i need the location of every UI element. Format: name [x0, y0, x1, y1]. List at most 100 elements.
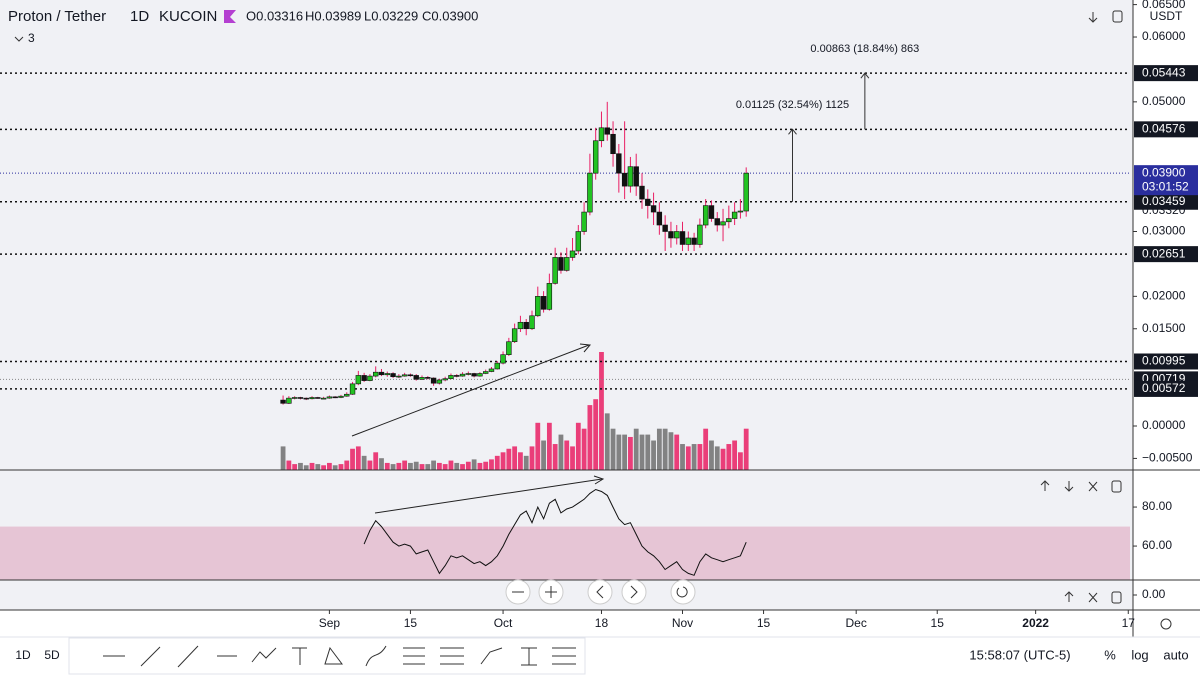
scale-option[interactable]: log	[1131, 647, 1148, 662]
candle-body	[523, 321, 529, 330]
volume-bar	[674, 434, 680, 470]
candle-body	[338, 395, 344, 398]
clock[interactable]: 15:58:07 (UTC-5)	[969, 647, 1070, 662]
volume-bar	[454, 462, 460, 470]
zoom-buttons[interactable]	[505, 579, 696, 605]
volume-bar	[332, 465, 338, 470]
level-label-bg	[1134, 121, 1198, 138]
candle-body	[702, 205, 709, 226]
volume-bar	[442, 464, 448, 470]
drawing-tools[interactable]	[103, 645, 576, 668]
collapse-icon[interactable]	[14, 36, 24, 42]
level-label: 0.02651	[1142, 246, 1186, 260]
volume-bar	[344, 460, 350, 470]
candle-body	[627, 166, 634, 187]
candle-body	[355, 375, 362, 385]
candle-body	[731, 211, 738, 219]
volume-bar	[575, 422, 581, 470]
scale-option[interactable]: auto	[1163, 647, 1188, 662]
volume-bar	[610, 428, 616, 470]
flag-icon[interactable]	[224, 10, 236, 23]
volume-bar	[726, 444, 732, 470]
volume-bar	[552, 444, 558, 470]
volume-bar	[616, 434, 622, 470]
candle-body	[540, 296, 547, 310]
volume-bar	[523, 455, 529, 470]
candle-body	[610, 133, 616, 155]
candle-body	[401, 374, 408, 377]
volume-bar	[529, 446, 535, 470]
range-button[interactable]: 1D	[15, 648, 31, 662]
x-tick-label: 17	[1122, 616, 1136, 630]
volume-bar	[326, 462, 332, 470]
range-button[interactable]: 5D	[44, 648, 60, 662]
volume-bar	[402, 460, 408, 470]
indicator-count[interactable]: 3	[28, 31, 35, 45]
volume-bar	[321, 465, 327, 470]
candle-body	[517, 321, 524, 330]
volume-bar	[714, 446, 720, 470]
volume-bar	[628, 436, 633, 470]
candle-body	[367, 375, 373, 381]
candle-body	[303, 397, 309, 400]
volume-bar	[483, 461, 489, 470]
arrow-head	[593, 475, 605, 485]
candle-body	[500, 354, 506, 364]
volume-bar	[298, 462, 303, 470]
volume-bar	[390, 464, 396, 470]
volume-bar	[633, 428, 639, 470]
pane-controls[interactable]	[1040, 10, 1172, 630]
volume-bar	[639, 434, 645, 470]
candle-body	[465, 373, 472, 375]
candle-body	[546, 283, 553, 310]
candle-body	[349, 383, 356, 395]
candle-body	[587, 172, 593, 213]
arrow-head	[860, 72, 870, 79]
level-label-bg	[1134, 65, 1198, 82]
volume-bar	[494, 455, 500, 470]
volume-bar	[361, 455, 367, 470]
symbol[interactable]: Proton / Tether	[8, 8, 106, 25]
candle-body	[378, 371, 385, 376]
candle-body	[569, 250, 576, 258]
volume-bar	[425, 464, 431, 470]
candle-body	[511, 328, 518, 343]
last-price-label: 0.03900	[1142, 165, 1186, 179]
candle-body	[361, 375, 367, 381]
candle-body	[737, 210, 744, 213]
candle-body	[326, 396, 333, 399]
candle-body	[390, 373, 396, 378]
y-tick-label: 0.02000	[1142, 289, 1186, 303]
level-label: 0.00572	[1142, 381, 1186, 395]
volume-bar	[564, 440, 570, 470]
volume-bar	[431, 460, 436, 470]
volume-bar	[379, 458, 384, 470]
volume-bar	[546, 422, 552, 470]
volume-bar	[709, 440, 714, 470]
volume-bar	[315, 464, 321, 470]
rsi-line	[363, 488, 747, 576]
volume-bar	[373, 452, 379, 470]
measure-label: 0.00863 (18.84%) 863	[810, 43, 919, 55]
candle-body	[679, 231, 686, 245]
level-label-bg	[1134, 353, 1198, 370]
candle-body	[454, 375, 460, 377]
candle-body	[396, 375, 402, 378]
candle-body	[297, 397, 304, 399]
level-label-bg	[1134, 246, 1198, 263]
trend-line	[374, 478, 603, 514]
x-tick-label: Nov	[672, 616, 693, 630]
candle-body	[691, 237, 697, 245]
measure-label: 0.01125 (32.54%) 1125	[736, 99, 849, 111]
volume-bar	[506, 448, 512, 470]
y-tick-label: 0.00	[1142, 587, 1166, 601]
interval[interactable]: 1D	[130, 8, 149, 25]
candle-body	[320, 397, 327, 400]
x-tick-label: 18	[595, 616, 609, 630]
y-tick-label: 60.00	[1142, 538, 1172, 552]
volume-bar	[303, 465, 309, 470]
candle-body	[743, 172, 749, 212]
candle-body	[280, 399, 286, 404]
scale-option[interactable]: %	[1104, 647, 1116, 662]
candle-body	[552, 257, 558, 284]
